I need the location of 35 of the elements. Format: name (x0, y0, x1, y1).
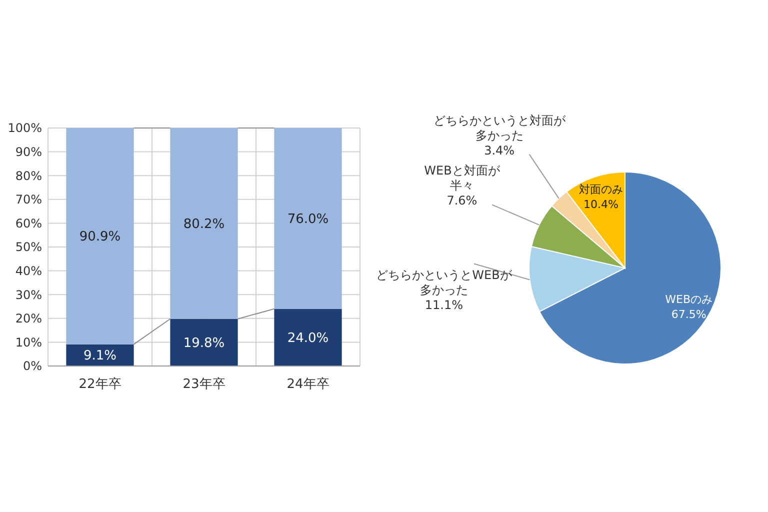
bar (170, 128, 238, 319)
bar (274, 308, 342, 366)
y-tick-label: 30% (15, 288, 42, 302)
x-tick-label: 22年卒 (78, 377, 122, 392)
data-label: 19.8% (183, 336, 225, 351)
data-label: 76.0% (287, 212, 329, 227)
data-label: 7.6% (446, 194, 478, 208)
data-label: 11.1% (424, 298, 464, 312)
slice-label: どちらかというとWEBが多かった (376, 268, 513, 297)
data-label: 80.2% (183, 216, 225, 232)
y-tick-label: 0% (22, 359, 42, 374)
data-label: 24.0% (287, 330, 329, 346)
data-label: 10.4% (583, 198, 618, 212)
y-tick-label: 60% (15, 216, 42, 230)
slice-label: WEBと対面が半々 (424, 164, 501, 193)
x-tick-label: 24年卒 (286, 377, 330, 392)
data-label: 67.5% (671, 308, 706, 322)
slice-label: 対面のみ (578, 183, 623, 196)
x-tick-label: 23年卒 (182, 377, 226, 392)
bar (274, 128, 342, 309)
y-tick-label: 80% (15, 168, 42, 183)
y-tick-label: 40% (15, 264, 42, 278)
bar (66, 128, 134, 344)
slice-label: WEBのみ (665, 293, 713, 306)
y-tick-label: 10% (15, 335, 42, 350)
y-tick-label: 50% (15, 240, 42, 254)
data-label: 3.4% (484, 143, 515, 158)
y-tick-label: 20% (15, 312, 42, 326)
slice-label: どちらかというと対面が多かった (433, 113, 566, 142)
data-label: 9.1% (83, 348, 117, 364)
data-label: 90.9% (79, 230, 121, 245)
y-tick-label: 100% (8, 121, 42, 136)
bar (170, 318, 238, 366)
y-tick-label: 90% (15, 145, 42, 159)
y-tick-label: 70% (15, 192, 42, 207)
